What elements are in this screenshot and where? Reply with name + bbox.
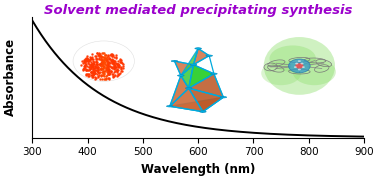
Polygon shape xyxy=(194,48,209,65)
Ellipse shape xyxy=(206,55,212,56)
Ellipse shape xyxy=(220,96,227,98)
Polygon shape xyxy=(181,65,194,88)
Ellipse shape xyxy=(200,111,206,112)
Ellipse shape xyxy=(298,60,301,62)
Ellipse shape xyxy=(166,105,173,107)
Ellipse shape xyxy=(73,41,135,81)
Ellipse shape xyxy=(264,37,335,95)
Ellipse shape xyxy=(293,59,336,85)
Ellipse shape xyxy=(178,75,184,76)
Ellipse shape xyxy=(301,63,304,64)
Ellipse shape xyxy=(294,66,297,68)
Ellipse shape xyxy=(190,64,197,66)
Polygon shape xyxy=(189,74,223,97)
Polygon shape xyxy=(181,48,198,76)
Ellipse shape xyxy=(270,46,316,72)
Ellipse shape xyxy=(295,63,304,69)
Ellipse shape xyxy=(261,61,301,85)
Ellipse shape xyxy=(295,63,298,64)
Ellipse shape xyxy=(288,59,310,73)
Polygon shape xyxy=(175,61,194,76)
Ellipse shape xyxy=(211,73,217,75)
Ellipse shape xyxy=(298,69,301,70)
Ellipse shape xyxy=(302,66,305,68)
X-axis label: Wavelength (nm): Wavelength (nm) xyxy=(141,163,256,176)
Ellipse shape xyxy=(185,87,192,89)
Ellipse shape xyxy=(195,48,201,49)
Ellipse shape xyxy=(171,60,178,62)
Title: Solvent mediated precipitating synthesis: Solvent mediated precipitating synthesis xyxy=(44,4,352,17)
Polygon shape xyxy=(170,76,189,106)
Polygon shape xyxy=(189,88,223,112)
Polygon shape xyxy=(170,88,203,112)
Polygon shape xyxy=(189,65,214,88)
Polygon shape xyxy=(170,97,223,112)
Y-axis label: Absorbance: Absorbance xyxy=(4,38,17,116)
